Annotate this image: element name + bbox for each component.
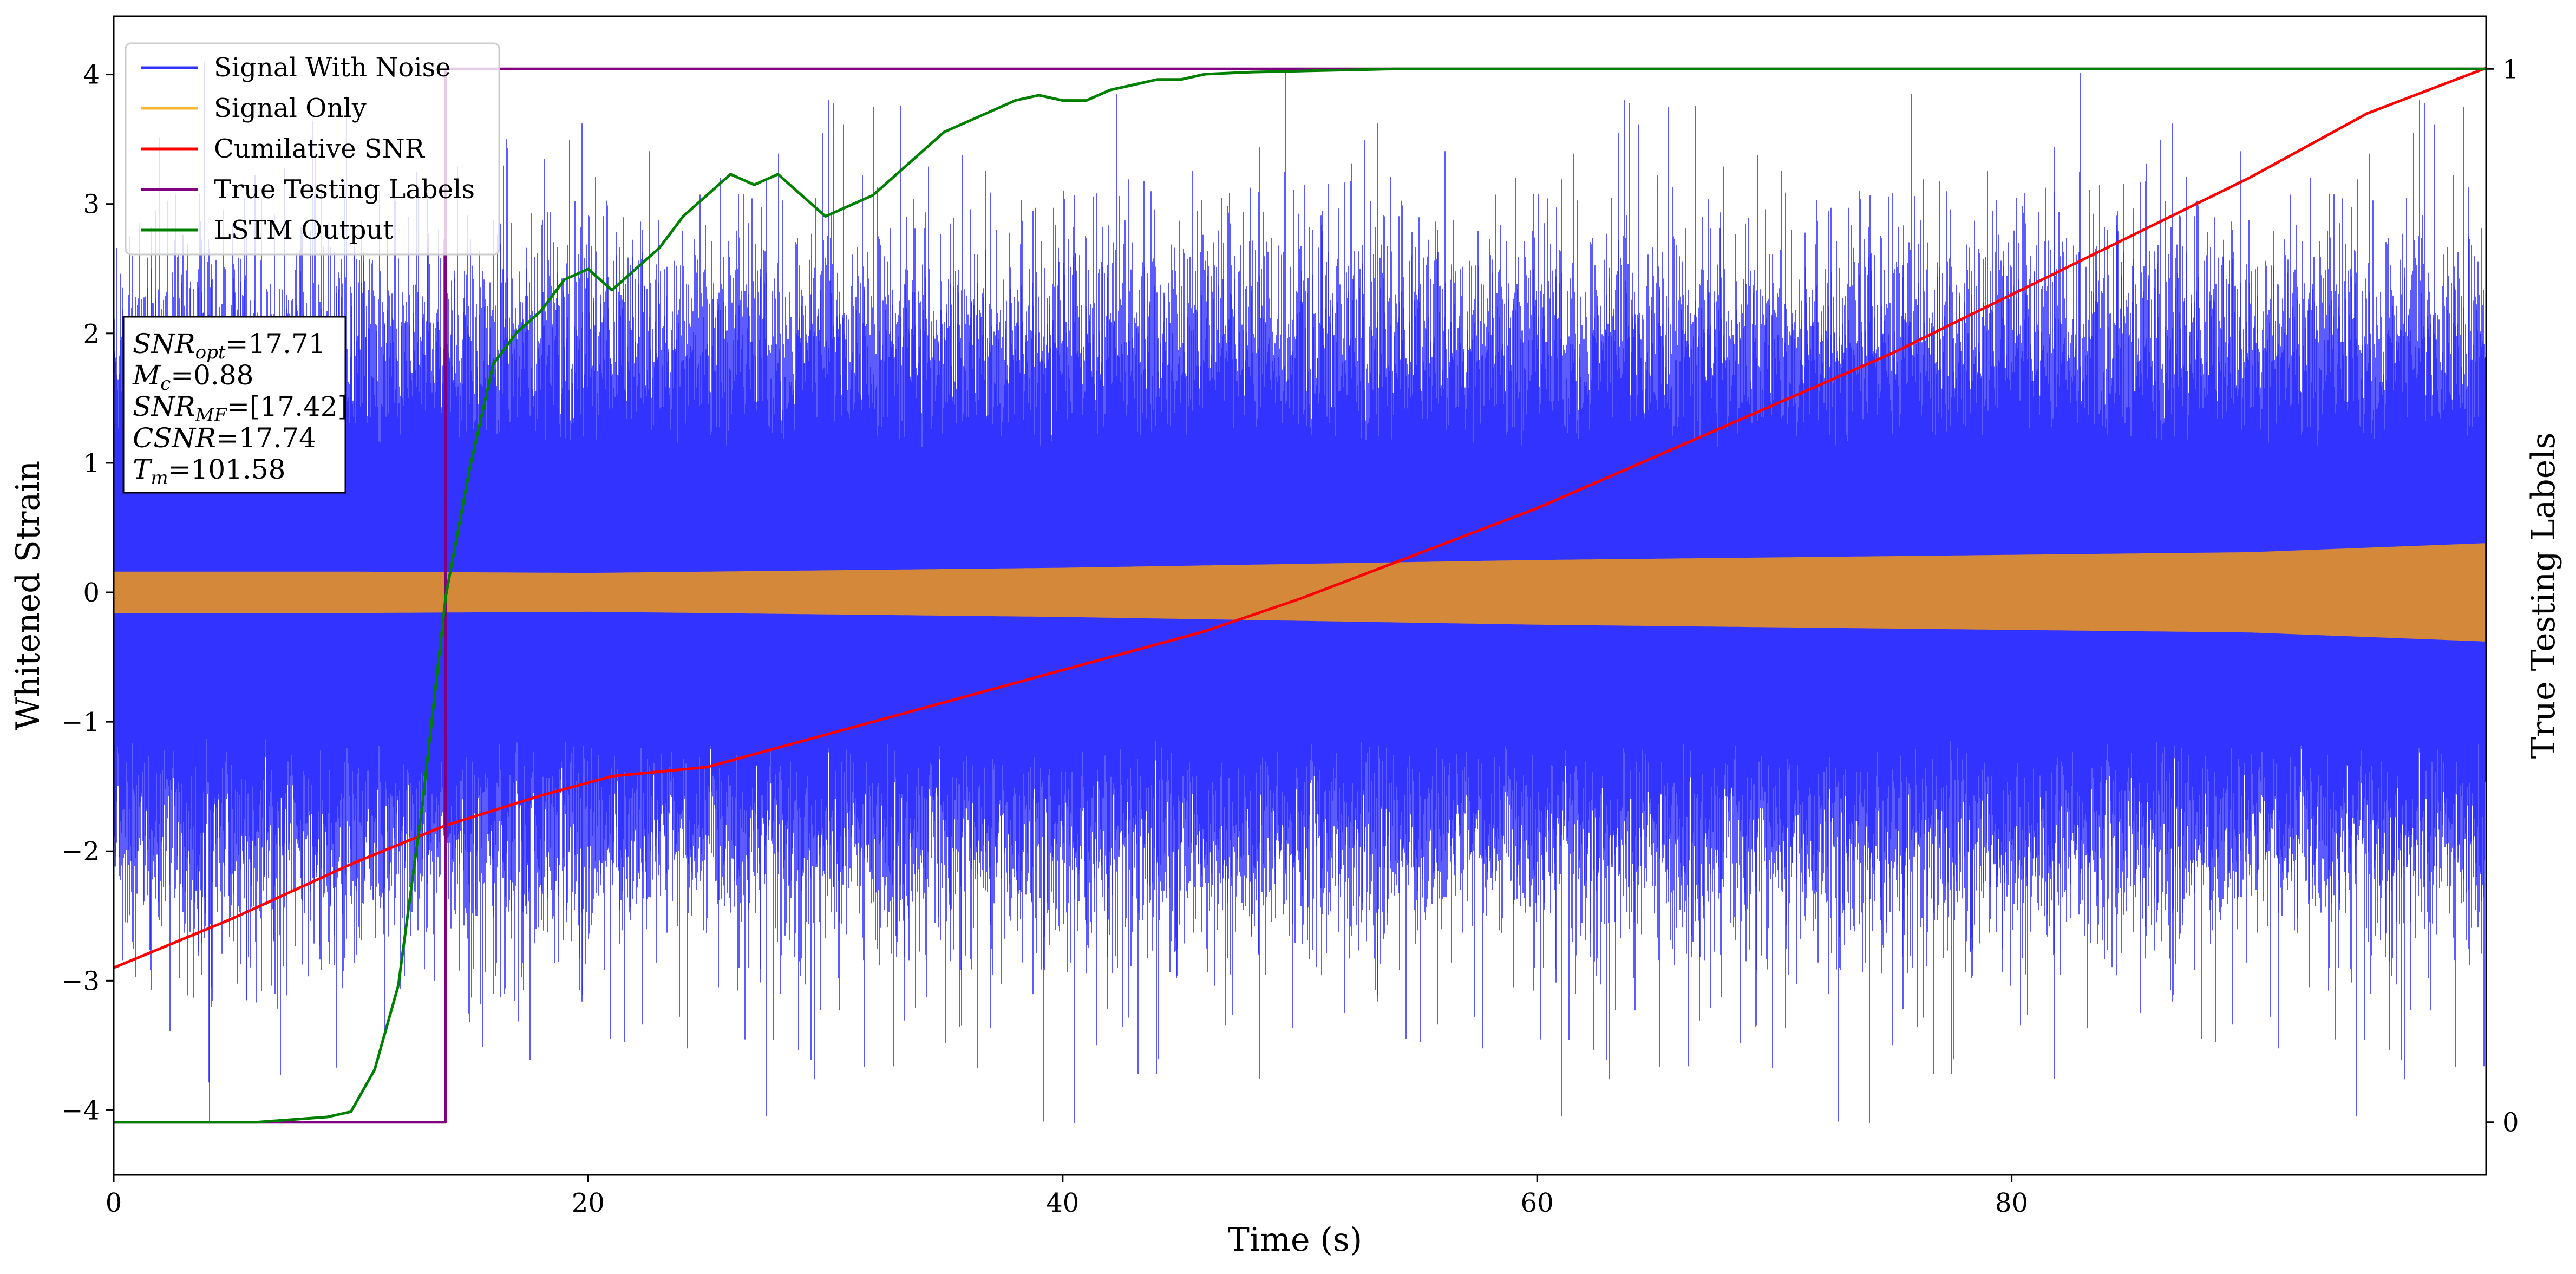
legend-label: LSTM Output [214, 215, 394, 245]
plot-layer [114, 61, 2486, 1124]
x-tick-label: 80 [1995, 1188, 2028, 1218]
y2-axis-title: True Testing Labels [2525, 433, 2562, 759]
info-line: CSNR=17.74 [133, 422, 316, 454]
plot-frame [113, 15, 2487, 1176]
y-tick-label: −3 [61, 966, 100, 996]
x-tick-label: 60 [1521, 1188, 1554, 1218]
info-line: Mc=0.88 [132, 360, 253, 395]
y-tick-label: −1 [61, 707, 100, 737]
x-tick-label: 0 [106, 1188, 122, 1218]
x-axis-title: Time (s) [1228, 1221, 1362, 1259]
legend-label: True Testing Labels [214, 174, 475, 205]
x-tick-label: 20 [572, 1188, 605, 1218]
info-box: SNRopt=17.71Mc=0.88SNRMF=[17.42]CSNR=17.… [122, 316, 348, 494]
legend-label: Signal Only [214, 93, 367, 123]
y-tick-label: 0 [83, 578, 100, 608]
y-tick-label: 3 [83, 190, 100, 220]
y-tick-label: −2 [61, 837, 100, 867]
x-tick-label: 40 [1046, 1188, 1079, 1218]
y-tick-label: −4 [61, 1095, 100, 1126]
series-lstm-output [114, 67, 2486, 1124]
y2-tick-label: 1 [2502, 54, 2519, 84]
y-tick-label: 2 [83, 319, 100, 349]
series-cumilative-snr [114, 67, 2486, 969]
y2-tick-label: 0 [2502, 1108, 2519, 1138]
info-line: SNRMF=[17.42] [133, 391, 348, 426]
legend: Signal With Noise Signal Only Cumilative S… [125, 42, 500, 256]
info-line: SNRopt=17.71 [133, 328, 326, 363]
y-tick-label: 4 [83, 60, 100, 90]
legend-box [125, 42, 500, 256]
series-signal-only [114, 543, 2485, 642]
legend-label: Cumilative SNR [214, 134, 426, 164]
info-box-frame [122, 316, 346, 494]
y-axis-title: Whitened Strain [9, 461, 47, 730]
y-tick-label: 1 [83, 448, 100, 479]
info-line: Tm=101.58 [133, 454, 285, 489]
legend-label: Signal With Noise [214, 53, 451, 83]
